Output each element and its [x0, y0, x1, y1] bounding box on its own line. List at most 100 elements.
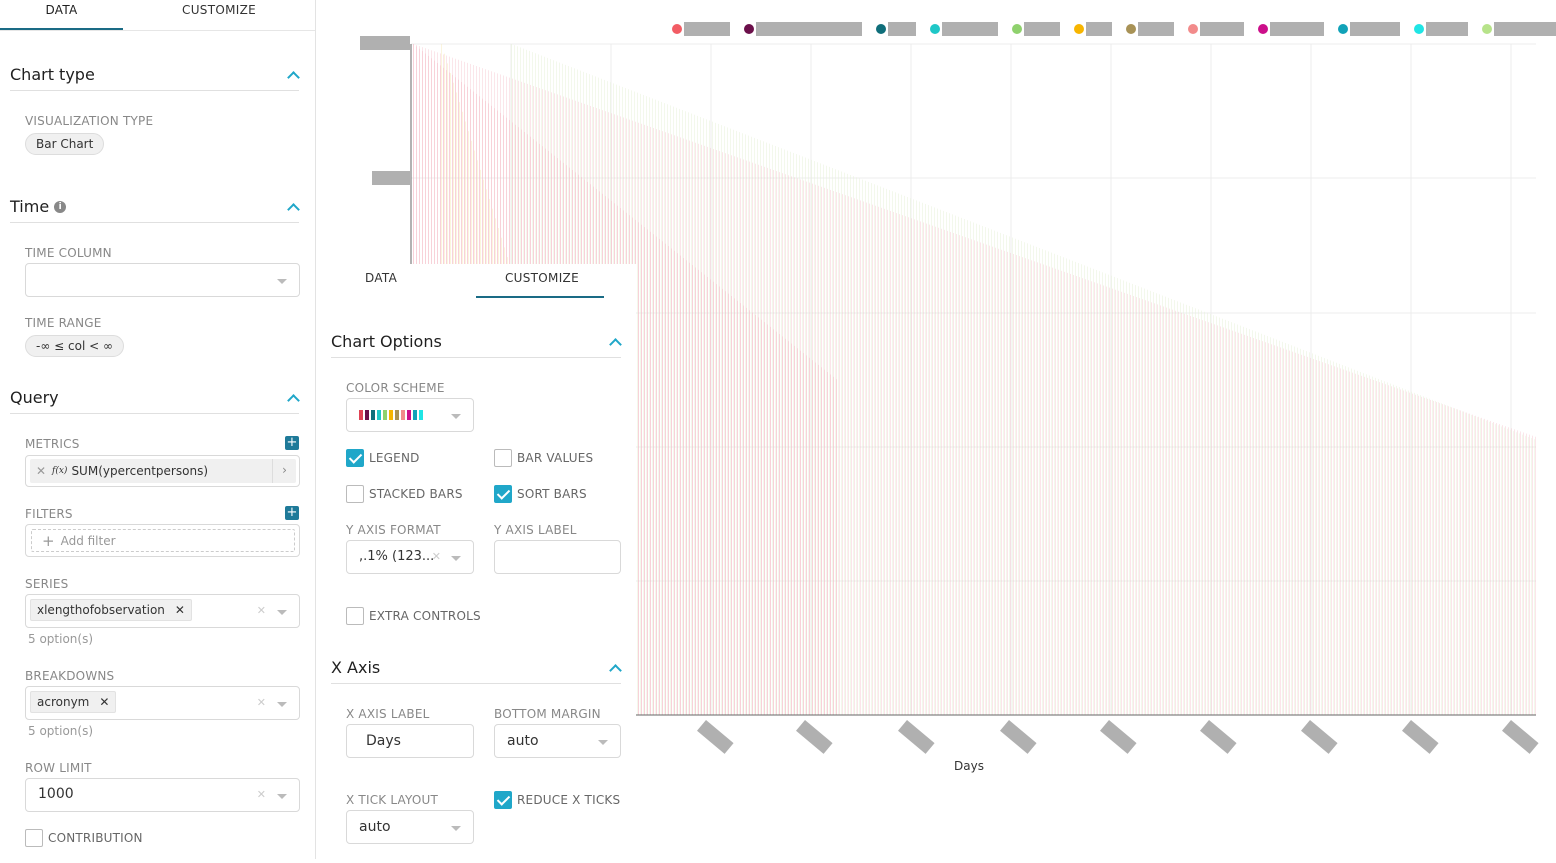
chevron-up-icon[interactable] — [287, 69, 299, 81]
legend-item[interactable] — [1258, 22, 1324, 36]
metric-tag[interactable]: ✕ f(x) SUM(ypercentpersons) › — [30, 459, 296, 483]
remove-tag-icon[interactable]: ✕ — [99, 695, 110, 709]
bar — [1007, 251, 1008, 715]
extra-controls-checkbox[interactable] — [346, 607, 364, 625]
add-filter-dropzone[interactable]: + Add filter — [31, 529, 295, 552]
legend-checkbox[interactable] — [346, 449, 364, 467]
chart-options-section-header[interactable]: Chart Options — [331, 326, 621, 358]
chevron-up-icon[interactable] — [287, 392, 299, 404]
legend-item[interactable] — [876, 22, 916, 36]
bar-values-checkbox[interactable] — [494, 449, 512, 467]
bar — [1342, 365, 1343, 715]
bar — [1306, 351, 1307, 715]
time-range-selector[interactable]: -∞ ≤ col < ∞ — [25, 335, 124, 357]
bar — [1169, 308, 1170, 715]
bar — [1000, 232, 1001, 716]
bottom-margin-select[interactable]: auto — [494, 724, 621, 758]
bar — [779, 334, 780, 715]
bar — [1501, 426, 1502, 715]
info-icon[interactable]: i — [54, 200, 67, 213]
bar — [1532, 435, 1533, 715]
bar — [1466, 412, 1467, 715]
sort-bars-checkbox[interactable] — [494, 485, 512, 503]
legend-item[interactable] — [744, 22, 862, 36]
clear-icon[interactable]: ✕ — [256, 696, 266, 709]
legend-dot — [1258, 24, 1268, 34]
tab-data[interactable]: DATA — [365, 271, 398, 285]
bar — [1384, 381, 1385, 715]
contribution-checkbox[interactable] — [25, 829, 43, 847]
add-filter-button[interactable]: + — [285, 505, 299, 520]
bar — [1168, 297, 1169, 715]
chart-type-section-header[interactable]: Chart type — [10, 59, 299, 91]
chevron-up-icon[interactable] — [287, 201, 299, 213]
stacked-bars-checkbox[interactable] — [346, 485, 364, 503]
bar — [728, 293, 729, 715]
chevron-right-icon[interactable]: › — [272, 459, 296, 483]
series-select[interactable]: xlengthofobservation ✕ ✕ — [25, 594, 300, 628]
legend-item[interactable] — [672, 22, 730, 36]
chevron-up-icon[interactable] — [609, 336, 621, 348]
chevron-down-icon[interactable] — [451, 556, 461, 561]
legend-item[interactable] — [1414, 22, 1468, 36]
metrics-select[interactable]: ✕ f(x) SUM(ypercentpersons) › — [25, 455, 300, 487]
clear-icon[interactable]: ✕ — [256, 604, 266, 617]
chevron-down-icon[interactable] — [277, 702, 287, 707]
bar — [1147, 289, 1148, 715]
bar — [1487, 419, 1488, 715]
bar — [1526, 433, 1527, 715]
y-axis-label-input[interactable] — [494, 540, 621, 574]
x-tick-layout-select[interactable]: auto — [346, 810, 474, 844]
bar — [647, 229, 648, 715]
tab-data[interactable]: DATA — [0, 0, 123, 30]
color-scheme-select[interactable] — [346, 398, 474, 432]
bar — [1469, 413, 1470, 715]
legend-item[interactable] — [1188, 22, 1244, 36]
bar — [842, 194, 843, 715]
row-limit-select[interactable]: 1000 ✕ — [25, 778, 300, 812]
legend-item[interactable] — [1126, 22, 1174, 36]
time-range-label: TIME RANGE — [25, 316, 102, 330]
y-axis-format-select[interactable]: ,.1% (123... ✕ — [346, 540, 474, 574]
bar — [731, 155, 732, 716]
legend-item[interactable] — [1074, 22, 1112, 36]
tab-customize[interactable]: CUSTOMIZE — [182, 3, 256, 17]
clear-icon[interactable]: ✕ — [256, 788, 266, 801]
chevron-down-icon[interactable] — [277, 794, 287, 799]
legend-item[interactable] — [1012, 22, 1060, 36]
add-filter-placeholder: Add filter — [60, 533, 116, 548]
breakdowns-select[interactable]: acronym ✕ ✕ — [25, 686, 300, 720]
legend-item[interactable] — [1338, 22, 1400, 36]
viz-type-selector[interactable]: Bar Chart — [25, 133, 105, 155]
chevron-down-icon[interactable] — [277, 610, 287, 615]
bar — [1382, 383, 1383, 715]
bar — [650, 231, 651, 715]
legend-item[interactable] — [1482, 22, 1556, 36]
bar — [664, 103, 665, 716]
clear-icon[interactable]: ✕ — [431, 550, 441, 563]
legend-item[interactable] — [930, 22, 998, 36]
bar — [760, 140, 761, 715]
x-axis-label-input[interactable]: Days — [346, 724, 474, 758]
tab-customize[interactable]: CUSTOMIZE — [505, 271, 579, 285]
remove-tag-icon[interactable]: ✕ — [174, 603, 185, 617]
bar — [1183, 303, 1184, 715]
query-section-header[interactable]: Query — [10, 382, 299, 414]
bar — [1040, 263, 1041, 715]
bar — [1411, 391, 1412, 715]
add-metric-button[interactable]: + — [285, 435, 299, 450]
bar — [1223, 327, 1224, 715]
bar — [1280, 347, 1281, 715]
reduce-x-ticks-checkbox[interactable] — [494, 791, 512, 809]
remove-metric-icon[interactable]: ✕ — [35, 464, 47, 478]
y-axis-format-label: Y AXIS FORMAT — [346, 523, 441, 537]
left-tabs: DATA CUSTOMIZE — [0, 0, 315, 31]
chevron-up-icon[interactable] — [609, 662, 621, 674]
bar — [659, 238, 660, 715]
bar — [827, 372, 828, 715]
time-column-select[interactable] — [25, 263, 300, 297]
time-section-header[interactable]: Time i — [10, 191, 299, 223]
x-axis-section-header[interactable]: X Axis — [331, 652, 621, 684]
bar — [830, 189, 831, 715]
bar — [1207, 312, 1208, 715]
